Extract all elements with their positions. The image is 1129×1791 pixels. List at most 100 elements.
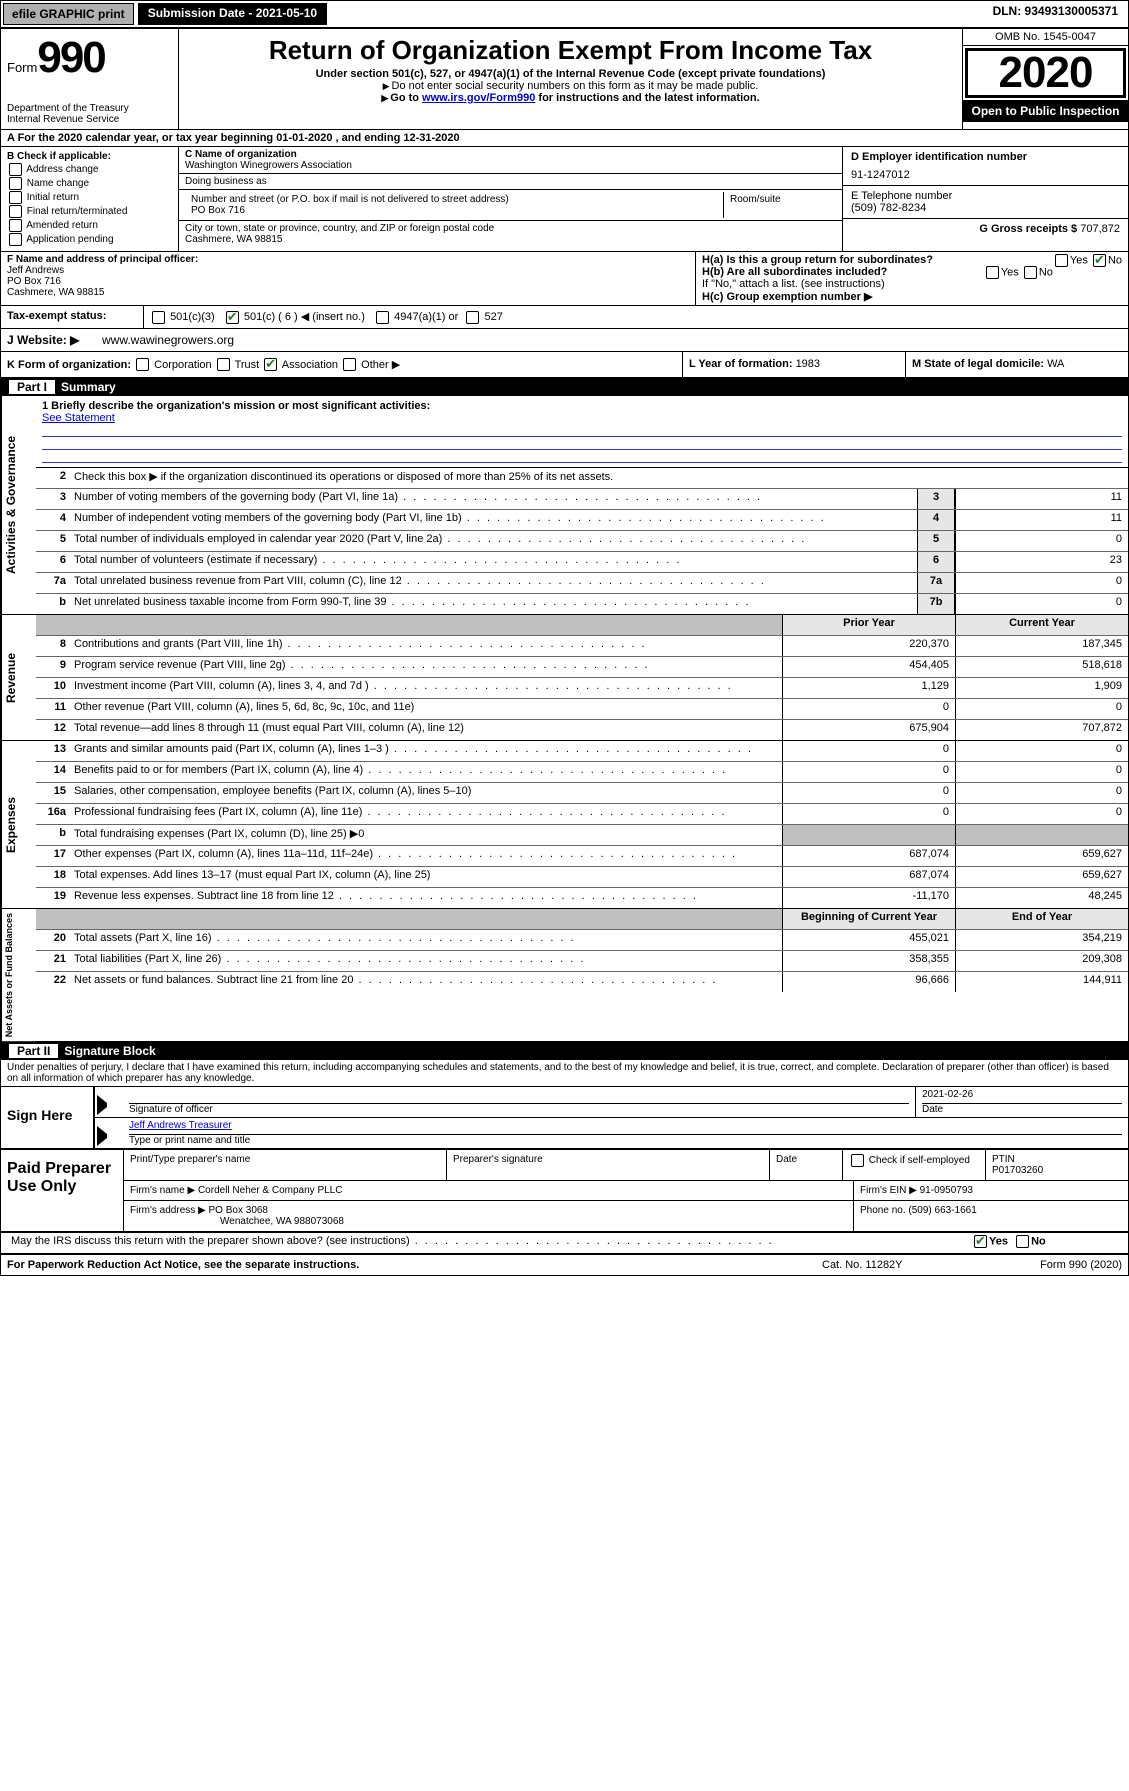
- check-self-employed[interactable]: [851, 1154, 864, 1167]
- section-expenses: Expenses 13Grants and similar amounts pa…: [1, 741, 1128, 909]
- l11-p: 0: [782, 699, 955, 719]
- prep-date-label: Date: [770, 1150, 843, 1180]
- ha-label: H(a) Is this a group return for subordin…: [702, 254, 933, 266]
- check-assoc[interactable]: [264, 358, 277, 371]
- l14: Benefits paid to or for members (Part IX…: [70, 762, 782, 782]
- part2-header: Part IISignature Block: [1, 1042, 1128, 1060]
- hb-note: If "No," attach a list. (see instruction…: [702, 278, 1122, 290]
- no-label: No: [1108, 254, 1122, 266]
- section-revenue: Revenue Prior YearCurrent Year 8Contribu…: [1, 615, 1128, 741]
- check-527[interactable]: [466, 311, 479, 324]
- firm-ein: 91-0950793: [920, 1185, 973, 1196]
- website-value: www.wawinegrowers.org: [102, 333, 234, 347]
- l-label: L Year of formation:: [689, 358, 796, 370]
- l21-c: 209,308: [955, 951, 1128, 971]
- l7a: Total unrelated business revenue from Pa…: [70, 573, 917, 593]
- check-pending[interactable]: [9, 233, 22, 246]
- l8-p: 220,370: [782, 636, 955, 656]
- officer-label: F Name and address of principal officer:: [7, 254, 689, 265]
- current-header: Current Year: [955, 615, 1128, 635]
- l6-val: 23: [955, 552, 1128, 572]
- check-501c[interactable]: [226, 311, 239, 324]
- check-corp[interactable]: [136, 358, 149, 371]
- irs-link[interactable]: www.irs.gov/Form990: [422, 92, 535, 104]
- l3: Number of voting members of the governin…: [70, 489, 917, 509]
- hb-yes[interactable]: [986, 266, 999, 279]
- prior-header: Prior Year: [782, 615, 955, 635]
- firm-addr: PO Box 3068: [209, 1205, 268, 1216]
- ha-no[interactable]: [1093, 254, 1106, 267]
- efile-print-button[interactable]: efile GRAPHIC print: [3, 3, 134, 25]
- form-number: 990: [37, 33, 104, 82]
- part2-title: Signature Block: [64, 1044, 155, 1058]
- header-mid: Return of Organization Exempt From Incom…: [179, 29, 962, 129]
- l16b-c: [955, 825, 1128, 845]
- l14-c: 0: [955, 762, 1128, 782]
- check-4947[interactable]: [376, 311, 389, 324]
- ha-yes[interactable]: [1055, 254, 1068, 267]
- l13: Grants and similar amounts paid (Part IX…: [70, 741, 782, 761]
- check-address-change[interactable]: [9, 163, 22, 176]
- l13-p: 0: [782, 741, 955, 761]
- l10: Investment income (Part VIII, column (A)…: [70, 678, 782, 698]
- hb-label: H(b) Are all subordinates included?: [702, 266, 887, 278]
- l-val: 1983: [796, 358, 820, 370]
- m-label: M State of legal domicile:: [912, 358, 1047, 370]
- check-501c3[interactable]: [152, 311, 165, 324]
- check-initial[interactable]: [9, 191, 22, 204]
- discuss-no[interactable]: [1016, 1235, 1029, 1248]
- l20-p: 455,021: [782, 930, 955, 950]
- check-trust[interactable]: [217, 358, 230, 371]
- l7a-box: 7a: [917, 573, 955, 593]
- l11-c: 0: [955, 699, 1128, 719]
- l7b-val: 0: [955, 594, 1128, 614]
- c-label: 501(c) ( 6 ) ◀ (insert no.): [244, 311, 365, 323]
- section-netassets: Net Assets or Fund Balances Beginning of…: [1, 909, 1128, 1042]
- opt-pending: Application pending: [26, 234, 113, 245]
- sig-date-label: Date: [922, 1104, 1122, 1115]
- open-inspection: Open to Public Inspection: [963, 100, 1128, 122]
- arrow-icon-2: [97, 1126, 119, 1146]
- subtitle-1: Under section 501(c), 527, or 4947(a)(1)…: [185, 68, 956, 80]
- l5-val: 0: [955, 531, 1128, 551]
- corp-label: Corporation: [154, 359, 211, 371]
- sig-name-label: Type or print name and title: [129, 1135, 1122, 1146]
- sig-officer-label: Signature of officer: [129, 1104, 909, 1115]
- ein-value: 91-1247012: [851, 169, 1120, 181]
- ptin-label: PTIN: [992, 1154, 1122, 1165]
- l15-p: 0: [782, 783, 955, 803]
- l20-c: 354,219: [955, 930, 1128, 950]
- form-title: Return of Organization Exempt From Incom…: [185, 35, 956, 66]
- yes-label-2: Yes: [1001, 266, 1019, 278]
- check-other[interactable]: [343, 358, 356, 371]
- row-fh: F Name and address of principal officer:…: [1, 252, 1128, 306]
- l21-p: 358,355: [782, 951, 955, 971]
- check-amended[interactable]: [9, 219, 22, 232]
- phone-label: E Telephone number: [851, 190, 1120, 202]
- ptin-value: P01703260: [992, 1165, 1122, 1176]
- addr-label: Number and street (or P.O. box if mail i…: [191, 194, 717, 205]
- discuss-yes[interactable]: [974, 1235, 987, 1248]
- addr-value: PO Box 716: [191, 205, 717, 216]
- header-left: Form990 Department of the Treasury Inter…: [1, 29, 179, 129]
- hb-no[interactable]: [1024, 266, 1037, 279]
- officer-addr2: Cashmere, WA 98815: [7, 287, 689, 298]
- preparer-label: Paid Preparer Use Only: [1, 1150, 123, 1231]
- check-final[interactable]: [9, 205, 22, 218]
- org-name-label: C Name of organization: [185, 149, 836, 160]
- subtitle-2a: Do not enter social security numbers on …: [392, 80, 759, 92]
- row-a-tax-year: A For the 2020 calendar year, or tax yea…: [1, 130, 1128, 147]
- c3-label: 501(c)(3): [170, 311, 215, 323]
- k-label: K Form of organization:: [7, 359, 131, 371]
- footer-left: For Paperwork Reduction Act Notice, see …: [7, 1259, 822, 1271]
- l8-c: 187,345: [955, 636, 1128, 656]
- mission-text[interactable]: See Statement: [42, 412, 1122, 424]
- sig-name[interactable]: Jeff Andrews Treasurer: [129, 1120, 1122, 1135]
- city-value: Cashmere, WA 98815: [185, 234, 836, 245]
- l17-p: 687,074: [782, 846, 955, 866]
- form-header: Form990 Department of the Treasury Inter…: [1, 29, 1128, 130]
- subtitle-2b-post: for instructions and the latest informat…: [535, 92, 759, 104]
- l21: Total liabilities (Part X, line 26): [70, 951, 782, 971]
- l15: Salaries, other compensation, employee b…: [70, 783, 782, 803]
- check-name-change[interactable]: [9, 177, 22, 190]
